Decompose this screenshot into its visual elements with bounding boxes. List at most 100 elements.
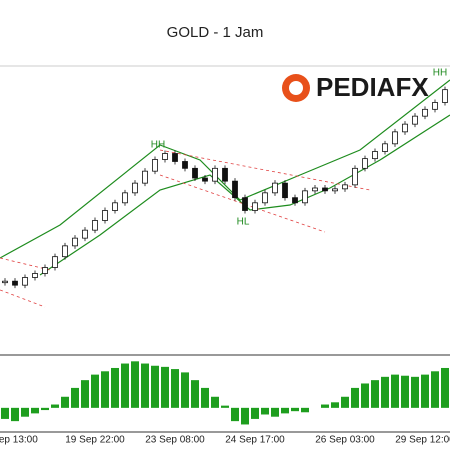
histogram-bar [121,363,129,408]
candle [222,167,228,182]
candle [312,187,318,192]
candle [282,182,288,199]
histogram-bar [161,366,169,408]
histogram-bar [71,387,79,408]
histogram-bar [321,404,329,408]
channel-lower [39,114,450,276]
candle [12,280,18,286]
x-tick-label: 19 Sep 22:00 [65,435,125,446]
histogram-bar [291,407,299,412]
candle [322,187,328,192]
histogram-bar [131,361,139,408]
histogram-bar [241,407,249,425]
histogram-bar [301,407,309,413]
candle [42,267,48,274]
candle [432,102,438,110]
annotation: HH [433,68,447,79]
candle [182,161,188,169]
histogram-bar [331,402,339,408]
candle [32,273,38,278]
candle [172,153,178,162]
histogram-bar [231,407,239,422]
candle [92,220,98,231]
candle [2,280,8,284]
logo-icon-inner [289,81,303,95]
histogram-bar [401,375,409,408]
candle [122,192,128,204]
histogram-bar [211,396,219,408]
histogram-bar [251,407,259,419]
histogram-bar [261,407,269,415]
x-tick-label: 29 Sep 12:00 [395,435,450,446]
candle [362,158,368,169]
x-tick-label: 23 Sep 08:00 [145,435,205,446]
histogram-bar [431,371,439,408]
histogram-bar [381,376,389,408]
candle [62,245,68,258]
candle [132,182,138,194]
x-tick-label: 26 Sep 03:00 [315,435,375,446]
histogram-bar [351,387,359,408]
candle [262,192,268,204]
histogram-bar [421,374,429,408]
candle [142,170,148,184]
candle [292,197,298,204]
histogram-bar [81,380,89,408]
histogram-bar [361,383,369,408]
chart-title: GOLD - 1 Jam [167,24,264,41]
histogram-bar [271,407,279,417]
histogram-bar [221,405,229,408]
candle [352,167,358,186]
channel-lines [0,79,450,276]
histogram-bar [171,369,179,408]
annotation: HH [151,140,165,151]
candle [52,256,58,268]
candle [242,197,248,211]
x-tick-label: Sep 13:00 [0,435,38,446]
candle [422,108,428,117]
trend-line [0,289,46,308]
histogram-bar [1,407,9,419]
histogram-bar [441,367,449,408]
logo: PEDIAFX [282,72,429,102]
candle [232,180,238,199]
histogram-bar [281,407,289,414]
histogram-bar [201,387,209,408]
candle [272,182,278,194]
histogram-bar [191,380,199,408]
histogram-bar [61,396,69,408]
candle [382,143,388,152]
histogram-bar [101,371,109,408]
trend-line [0,257,51,271]
histogram-bar [391,374,399,408]
histogram-bar [21,407,29,417]
histogram-bar [51,404,59,408]
candle [252,202,258,211]
candle [112,202,118,211]
candle [392,131,398,145]
histogram-bar [181,372,189,408]
candle [152,159,158,172]
candle [102,210,108,221]
histogram-bar [411,376,419,408]
candle [342,184,348,190]
candle [212,167,218,182]
logo-text: PEDIAFX [316,72,429,102]
candle [192,167,198,179]
histogram-bar [111,367,119,408]
histogram-bar [31,407,39,414]
candle [202,177,208,182]
histogram-bar [341,396,349,408]
candle [372,151,378,160]
trend-line [159,149,371,191]
histogram-bar [11,407,19,422]
candle [22,277,28,286]
candle [82,229,88,239]
candle [162,153,168,160]
candle [442,89,448,103]
histogram-bar [371,380,379,408]
trend-line [159,174,326,233]
candle [72,237,78,247]
histogram-bar [91,374,99,408]
